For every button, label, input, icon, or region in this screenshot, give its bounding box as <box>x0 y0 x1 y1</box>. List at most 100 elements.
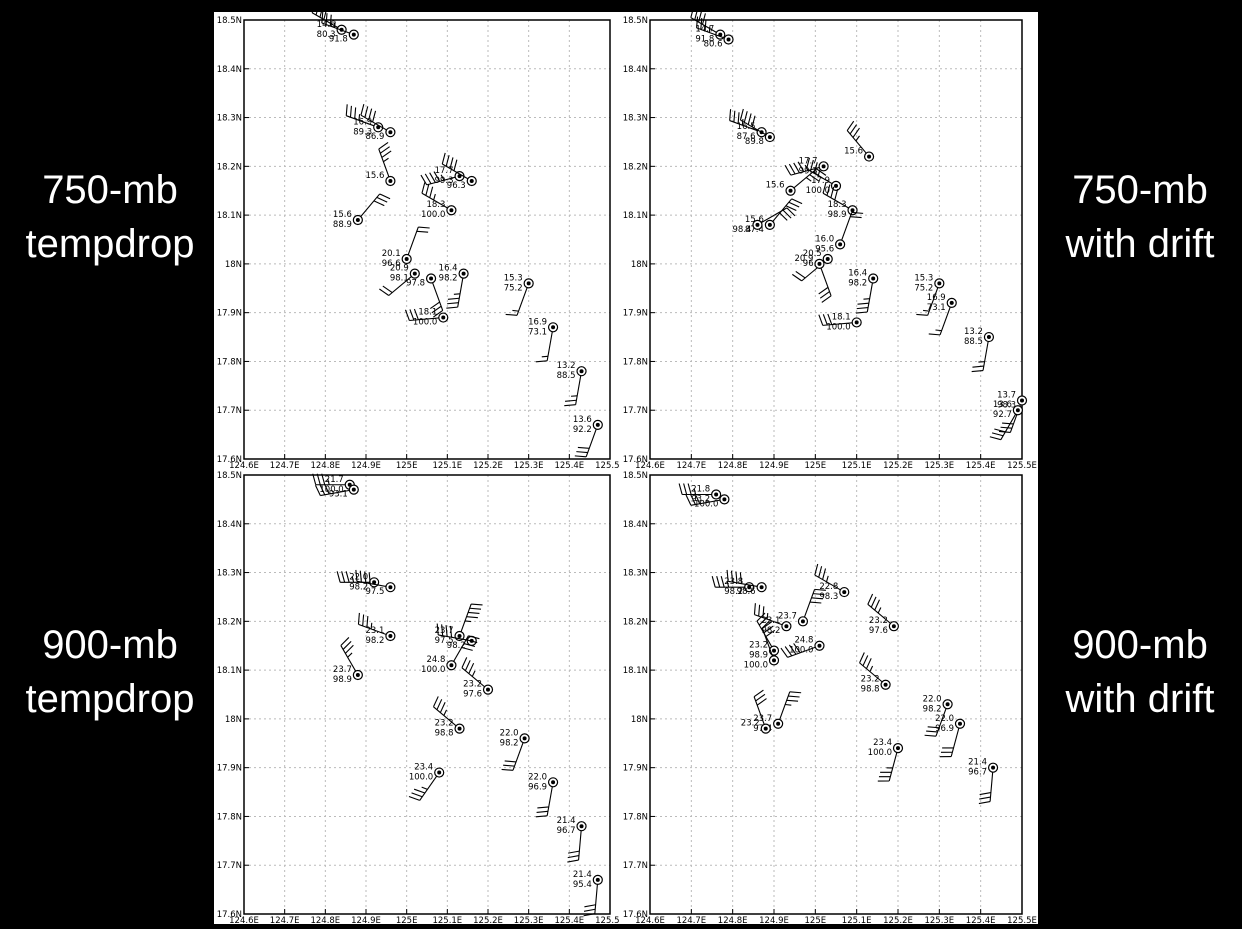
y-tick-label: 18N <box>631 260 648 270</box>
wind-barb-flag <box>584 904 596 908</box>
x-tick-label: 125.2E <box>883 461 913 469</box>
x-tick-label: 124.8E <box>310 916 340 924</box>
temperature-label: 15.6 <box>844 147 863 157</box>
humidity-label: 88.9 <box>333 220 352 230</box>
wind-barb-half <box>923 309 930 312</box>
wind-barb-staff <box>419 772 440 801</box>
station: 23.297.6 <box>867 593 899 636</box>
y-tick-label: 18.3N <box>217 569 242 579</box>
y-tick-label: 18N <box>631 715 648 725</box>
wind-barb-flag <box>364 106 369 118</box>
wind-barb-flag <box>874 599 880 611</box>
temperature-label: 16.9 <box>353 117 372 127</box>
wind-barb-staff <box>585 424 599 457</box>
wind-barb-flag <box>468 662 475 674</box>
wind-barb-flag <box>994 428 1006 433</box>
wind-barb-flag <box>360 104 365 116</box>
wind-barb-flag <box>849 124 858 135</box>
wind-barb-flag <box>979 796 991 800</box>
wind-barb-flag <box>785 205 797 211</box>
wind-barb-flag <box>786 207 796 217</box>
humidity-label: 96.7 <box>557 826 576 836</box>
wind-barb-flag <box>788 644 797 655</box>
humidity-label: 100.0 <box>413 318 437 328</box>
humidity-label: 86.9 <box>365 132 384 142</box>
wind-barb-flag <box>466 616 478 619</box>
wind-barb-flag <box>694 493 701 504</box>
wind-barb-flag <box>565 399 577 402</box>
station-dot <box>958 721 962 726</box>
x-tick-label: 125.5E <box>1007 916 1037 924</box>
wind-barb-half <box>855 135 860 142</box>
station: 13.692.7 <box>989 400 1023 441</box>
humidity-label: 98.2 <box>923 704 942 714</box>
wind-barb-flag <box>376 196 388 203</box>
station: 13.692.2 <box>573 415 603 458</box>
wind-barb-staff <box>818 263 832 297</box>
wind-barb-flag <box>312 473 317 485</box>
temperature-label: 16.4 <box>439 264 458 274</box>
wind-barb-flag <box>503 764 515 767</box>
wind-barb-staff <box>839 212 853 245</box>
wind-barb-half <box>785 703 792 706</box>
humidity-label: 92.7 <box>993 410 1012 420</box>
humidity-label: 97.5 <box>435 636 454 646</box>
wind-barb-staff <box>787 645 820 658</box>
wind-barb-flag <box>819 291 830 299</box>
station: 20.9 <box>795 254 832 303</box>
wind-barb-flag <box>535 360 548 363</box>
station-dot <box>838 242 843 247</box>
humidity-label: 75.2 <box>504 283 523 293</box>
station-dot <box>714 492 719 497</box>
wind-barb-flag <box>926 730 938 733</box>
station-dot <box>449 663 454 668</box>
station-dot <box>388 633 393 638</box>
wind-barb-flag <box>743 111 748 123</box>
plot-frame <box>243 474 611 915</box>
wind-barb-flag <box>972 365 984 368</box>
y-tick-label: 18.1N <box>217 666 242 676</box>
wind-barb-flag <box>711 576 716 588</box>
station-dot <box>850 208 855 213</box>
panel-750mb-tempdrop: 124.6E 124.7E 124.8E 124.9E 125E 125.1E 125.2E… <box>214 12 620 469</box>
y-tick-label: 18.4N <box>217 520 242 530</box>
x-tick-label: 124.7E <box>676 916 706 924</box>
chart-750mb-with-drift: 124.6E 124.7E 124.8E 124.9E 125E 125.1E 125.2E… <box>623 12 1037 469</box>
wind-barb-flag <box>431 305 442 314</box>
x-tick-label: 124.7E <box>270 461 300 469</box>
wind-barb-flag <box>325 13 328 25</box>
wind-barb-flag <box>737 112 740 124</box>
wind-barb-flag <box>1000 426 1012 429</box>
temperature-label: 16.9 <box>528 317 547 327</box>
wind-barb-flag <box>445 155 450 167</box>
wind-barb-flag <box>355 569 358 582</box>
wind-barb-staff <box>546 782 554 816</box>
panel-900mb-tempdrop: 124.6E 124.7E 124.8E 124.9E 125E 125.1E 125.2E… <box>214 469 620 924</box>
wind-barb-staff <box>442 163 473 182</box>
wind-barb-flag <box>349 105 352 118</box>
wind-barb-flag <box>379 146 390 154</box>
temperature-label: 22.0 <box>349 572 368 582</box>
humidity-label: 95.4 <box>573 880 592 890</box>
wind-barb-flag <box>468 635 480 640</box>
wind-barb-staff <box>457 273 465 308</box>
wind-barb-flag <box>856 307 869 310</box>
wind-barb-half <box>877 607 882 614</box>
station-dot <box>595 422 600 427</box>
y-tick-label: 18N <box>225 260 242 270</box>
station-dot <box>722 497 727 502</box>
temperature-label: 21.8 <box>691 485 710 495</box>
wind-barb-flag <box>812 171 823 179</box>
temperature-label: 23.2 <box>741 719 760 729</box>
station-dot <box>767 135 772 140</box>
wind-barb-flag <box>809 174 820 182</box>
wind-barb-staff <box>982 336 990 371</box>
wind-barb-flag <box>321 473 326 485</box>
wind-barb-flag <box>765 629 776 638</box>
y-tick-label: 17.7N <box>217 406 242 416</box>
station-dot <box>817 261 822 266</box>
station: 21.496.7 <box>968 758 999 805</box>
humidity-label: 98.3 <box>997 400 1016 410</box>
wind-barb-staff <box>321 22 354 36</box>
station: 20.196.6 <box>382 226 430 269</box>
